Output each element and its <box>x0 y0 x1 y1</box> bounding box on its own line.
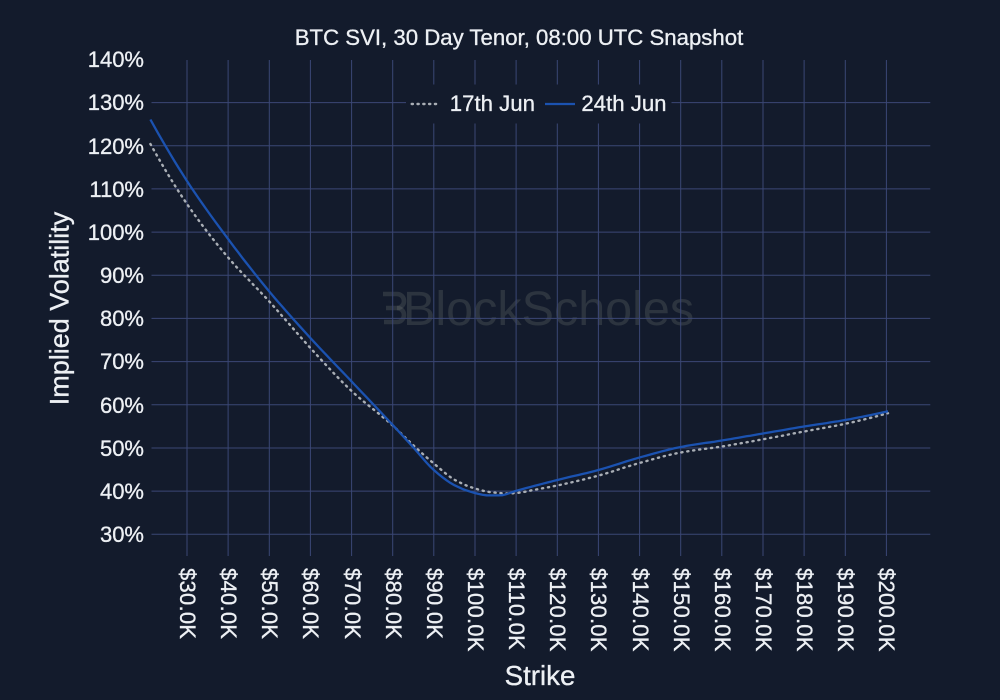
svg-text:BlockScholes: BlockScholes <box>403 282 694 336</box>
